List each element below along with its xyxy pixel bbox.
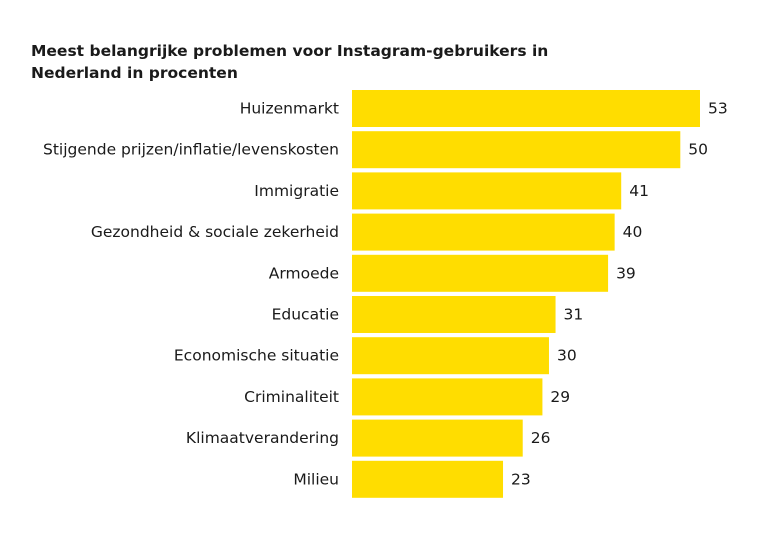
value-label: 31 — [564, 306, 584, 324]
bar — [352, 213, 615, 251]
value-label: 23 — [511, 470, 531, 488]
bar — [352, 90, 700, 127]
category-label: Gezondheid & sociale zekerheid — [91, 223, 339, 241]
chart-title: Meest belangrijke problemen voor Instagr… — [31, 42, 549, 82]
bar — [352, 460, 504, 498]
category-label: Huizenmarkt — [240, 100, 339, 118]
category-label: Klimaatverandering — [186, 429, 339, 447]
bar — [352, 254, 609, 292]
value-label: 29 — [550, 388, 570, 406]
value-label: 50 — [688, 141, 708, 159]
bar — [352, 337, 549, 375]
bar — [352, 378, 543, 416]
bar — [352, 172, 622, 210]
bar — [352, 296, 556, 333]
bar — [352, 131, 681, 169]
value-label: 41 — [629, 182, 649, 200]
category-label: Stijgende prijzen/inflatie/levenskosten — [43, 141, 339, 159]
category-label: Milieu — [293, 470, 339, 488]
category-label: Criminaliteit — [244, 388, 339, 406]
bar — [352, 419, 523, 457]
category-label: Educatie — [272, 306, 339, 324]
category-label: Immigratie — [254, 182, 339, 200]
value-label: 30 — [557, 347, 577, 365]
value-label: 53 — [708, 100, 728, 118]
category-label: Economische situatie — [174, 347, 339, 365]
category-label: Armoede — [269, 264, 339, 282]
value-label: 26 — [531, 429, 551, 447]
value-label: 40 — [623, 223, 643, 241]
value-label: 39 — [616, 264, 636, 282]
